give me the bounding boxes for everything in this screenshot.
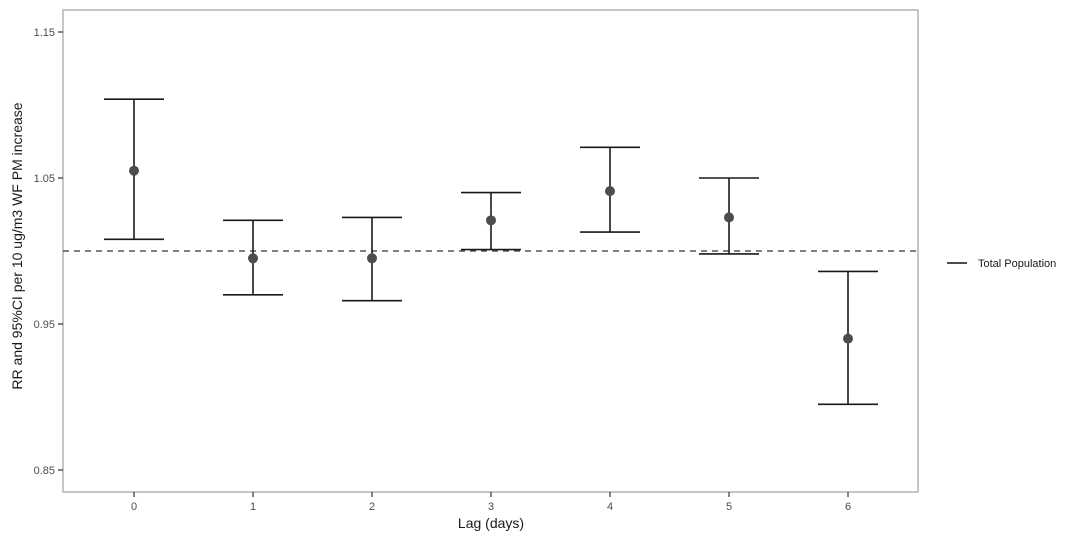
x-axis: 0 1 2 3 4 5 6 [131,492,851,513]
x-tick-label: 3 [488,501,494,513]
point-lag-1 [248,253,258,264]
y-axis-title: RR and 95%CI per 10 ug/m3 WF PM increase [9,102,25,389]
y-axis: 0.85 0.95 1.05 1.15 [34,27,63,477]
x-axis-title: Lag (days) [458,515,524,531]
y-tick-label: 1.05 [34,173,55,185]
point-lag-2 [367,253,377,264]
x-tick-label: 5 [726,501,732,513]
point-lag-4 [605,186,615,197]
x-tick-label: 6 [845,501,851,513]
y-tick-label: 0.85 [34,465,55,477]
y-tick-label: 1.15 [34,27,55,39]
x-tick-label: 2 [369,501,375,513]
point-lag-5 [724,212,734,223]
y-tick-label: 0.95 [34,319,55,331]
x-tick-label: 1 [250,501,256,513]
legend: Total Population [947,258,1056,270]
x-tick-label: 4 [607,501,613,513]
x-tick-label: 0 [131,501,137,513]
legend-label: Total Population [978,258,1056,270]
point-lag-6 [843,333,853,344]
point-lag-3 [486,215,496,226]
point-estimates [129,165,853,344]
point-lag-0 [129,165,139,176]
plot-panel [62,9,919,493]
